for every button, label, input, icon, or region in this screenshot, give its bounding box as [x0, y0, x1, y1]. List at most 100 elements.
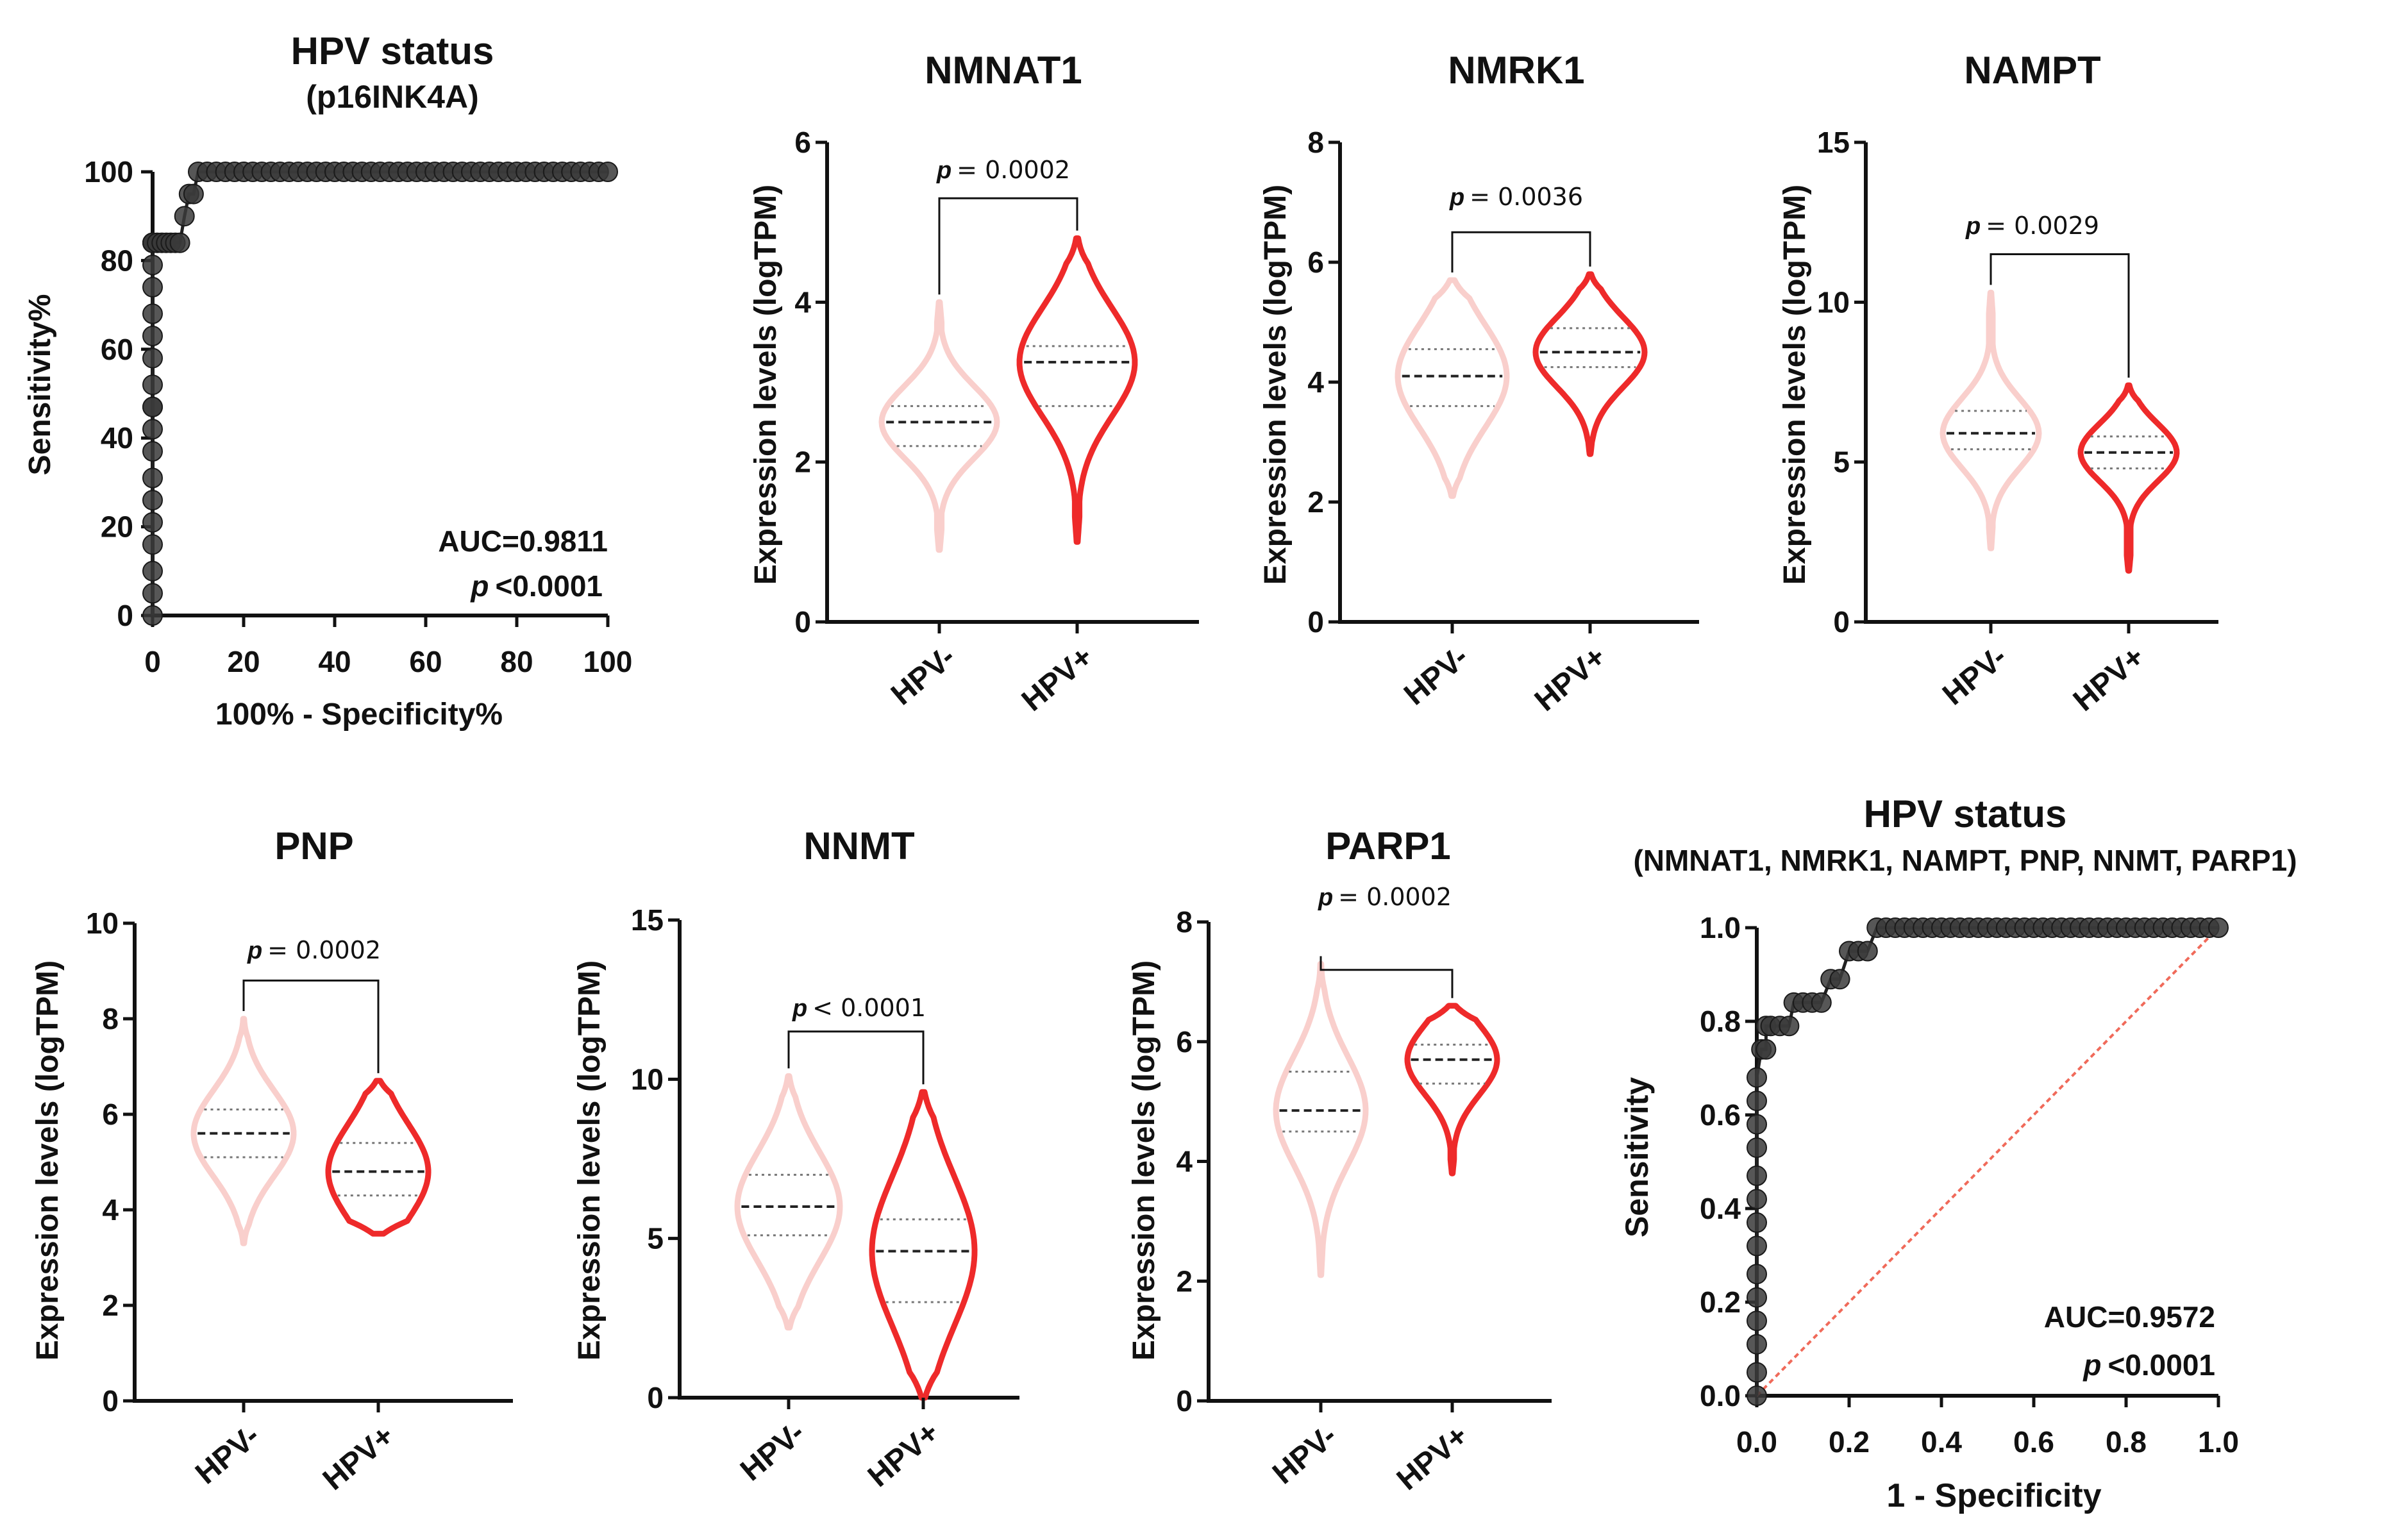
- roc1-y-tick-label: 0: [117, 599, 133, 632]
- roc2-roc-point: [1811, 992, 1832, 1013]
- parp1-violin-hpv-neg: [1273, 960, 1369, 1278]
- roc2-roc-point: [1747, 1264, 1767, 1285]
- roc2-roc-point: [1747, 1310, 1767, 1332]
- roc2-y-tick-label: 0.2: [1700, 1285, 1741, 1319]
- nmnat1-y-tick-label: 6: [794, 126, 811, 159]
- roc2-p-value: <0.0001: [2108, 1348, 2215, 1382]
- roc2-plot-area: 0.0 0.2 0.4 0.6 0.8 1.0 0.0 0.2 0.4 0.6 0.8 1.0: [1700, 911, 2239, 1459]
- roc1-y-tick-label: 40: [101, 421, 133, 455]
- roc1-roc-point: [142, 605, 163, 626]
- parp1-title: PARP1: [1325, 824, 1451, 867]
- nampt-p-value: = 0.0029: [1986, 212, 2099, 240]
- pnp-y-tick-label: 2: [102, 1289, 119, 1322]
- roc1-roc-point: [142, 419, 163, 440]
- nmrk1-p-annotation: p = 0.0036: [1449, 183, 1583, 211]
- nmnat1-plot-area: 0 2 4 6 HPV- HPV+: [794, 126, 1199, 718]
- parp1-y-tick-label: 6: [1176, 1025, 1193, 1059]
- roc2-roc-point: [1747, 1067, 1767, 1088]
- roc1-x-tick-label: 60: [409, 645, 442, 678]
- roc1-title: HPV status: [291, 29, 494, 72]
- nampt-significance-bracket: [1990, 253, 2130, 378]
- parp1-y-tick-label: 4: [1176, 1145, 1193, 1178]
- roc2-roc-point: [1756, 1039, 1777, 1060]
- nampt-x-tick-label: HPV-: [1936, 640, 2013, 712]
- nampt-title: NAMPT: [1964, 49, 2100, 92]
- nnmt-y-tick-label: 5: [647, 1222, 664, 1255]
- pnp-y-tick-label: 8: [102, 1002, 119, 1035]
- roc1-x-axis-label: 100% - Specificity%: [215, 698, 503, 732]
- roc1-auc-label: AUC=0.9811: [438, 524, 608, 558]
- nmrk1-y-tick-label: 6: [1307, 246, 1324, 279]
- roc1-roc-point: [142, 490, 163, 511]
- nmrk1-significance-bracket: [1451, 231, 1591, 273]
- roc2-roc-point: [1747, 1137, 1767, 1159]
- roc1-roc-point: [142, 534, 163, 555]
- violin-panel-pnp: PNP Expression levels (logTPM) 0 2 4 6 8 10 HP…: [31, 824, 513, 1497]
- pnp-significance-bracket: [242, 979, 380, 1073]
- roc2-x-axis-label: 1 - Specificity: [1886, 1477, 2101, 1514]
- roc1-roc-point: [142, 374, 163, 396]
- nampt-y-tick-label: 0: [1833, 605, 1850, 639]
- roc2-p-annotation: p <0.0001: [2082, 1348, 2215, 1382]
- roc1-roc-point: [598, 162, 618, 182]
- roc1-p-annotation: p <0.0001: [469, 569, 603, 603]
- roc1-roc-point: [142, 396, 163, 417]
- roc2-roc-point: [1747, 1235, 1767, 1257]
- roc1-roc-point: [142, 583, 163, 604]
- nmnat1-x-tick-label: HPV-: [885, 640, 962, 712]
- parp1-x-tick-label: HPV+: [1391, 1419, 1475, 1497]
- roc1-x-tick-label: 100: [583, 645, 633, 678]
- nmrk1-x-tick-label: HPV-: [1398, 640, 1475, 712]
- pnp-y-tick-label: 6: [102, 1098, 119, 1131]
- roc2-y-axis-label: Sensitivity: [1619, 1077, 1655, 1237]
- pnp-p-symbol: p: [247, 937, 262, 964]
- violin-panel-nmrk1: NMRK1 Expression levels (logTPM) 0 2 4 6 8 HP…: [1259, 49, 1699, 718]
- roc1-roc-point: [142, 326, 163, 346]
- nampt-p-symbol: p: [1965, 213, 1981, 240]
- roc2-auc-label: AUC=0.9572: [2044, 1300, 2215, 1334]
- pnp-violin-hpv-neg: [190, 1016, 297, 1246]
- nampt-x-tick-label: HPV+: [2067, 640, 2151, 718]
- roc2-roc-point: [1747, 1362, 1767, 1383]
- nnmt-p-annotation: p < 0.0001: [792, 994, 926, 1022]
- nnmt-p-value: < 0.0001: [812, 994, 926, 1022]
- roc2-reference-diagonal: [1756, 926, 2220, 1397]
- violin-panel-parp1: PARP1 Expression levels (logTPM) 0 2 4 6 8 HP…: [1127, 824, 1552, 1497]
- nmrk1-y-tick-label: 4: [1307, 365, 1324, 399]
- nmnat1-p-annotation: p = 0.0002: [936, 156, 1070, 184]
- roc2-x-tick-label: 0.2: [1829, 1425, 1870, 1459]
- parp1-p-annotation: p = 0.0002: [1318, 883, 1452, 911]
- nnmt-plot-area: 0 5 10 15 HPV- HPV+: [631, 903, 1019, 1494]
- nmrk1-title: NMRK1: [1448, 49, 1584, 92]
- roc1-y-tick-label: 100: [84, 155, 133, 188]
- nmrk1-y-tick-label: 2: [1307, 485, 1324, 519]
- roc2-roc-point: [2208, 917, 2229, 938]
- roc1-roc-point: [142, 441, 163, 462]
- roc2-x-tick-label: 0.4: [1921, 1425, 1962, 1459]
- nmnat1-y-tick-label: 0: [794, 605, 811, 639]
- parp1-p-symbol: p: [1318, 884, 1333, 911]
- nnmt-y-tick-label: 0: [647, 1381, 664, 1414]
- roc2-roc-point: [1747, 1385, 1767, 1406]
- roc1-x-tick-label: 20: [227, 645, 260, 678]
- nampt-y-tick-label: 15: [1817, 126, 1850, 159]
- parp1-plot-area: 0 2 4 6 8 HPV- HPV+: [1176, 905, 1552, 1497]
- roc2-roc-point: [1747, 1114, 1767, 1135]
- nmrk1-plot-area: 0 2 4 6 8 HPV- HPV+: [1307, 126, 1699, 718]
- roc1-roc-point: [174, 206, 195, 227]
- nnmt-violin-hpv-neg: [734, 1073, 843, 1331]
- roc2-y-tick-label: 1.0: [1700, 911, 1741, 944]
- roc2-roc-point: [1829, 969, 1850, 990]
- pnp-y-tick-label: 4: [102, 1193, 119, 1226]
- nmnat1-title: NMNAT1: [925, 49, 1082, 92]
- nampt-violin-hpv-neg: [1940, 289, 2042, 551]
- roc2-p-symbol: p: [2082, 1348, 2101, 1382]
- roc1-roc-point: [142, 347, 163, 369]
- nmnat1-significance-bracket: [938, 197, 1078, 295]
- roc1-subtitle: (p16INK4A): [306, 79, 478, 115]
- nnmt-x-tick-label: HPV+: [862, 1416, 946, 1494]
- violin-panel-nnmt: NNMT Expression levels (logTPM) 0 5 10 15 HP…: [573, 824, 1019, 1494]
- roc1-roc-point: [142, 560, 163, 582]
- roc2-x-tick-label: 0.0: [1736, 1425, 1777, 1459]
